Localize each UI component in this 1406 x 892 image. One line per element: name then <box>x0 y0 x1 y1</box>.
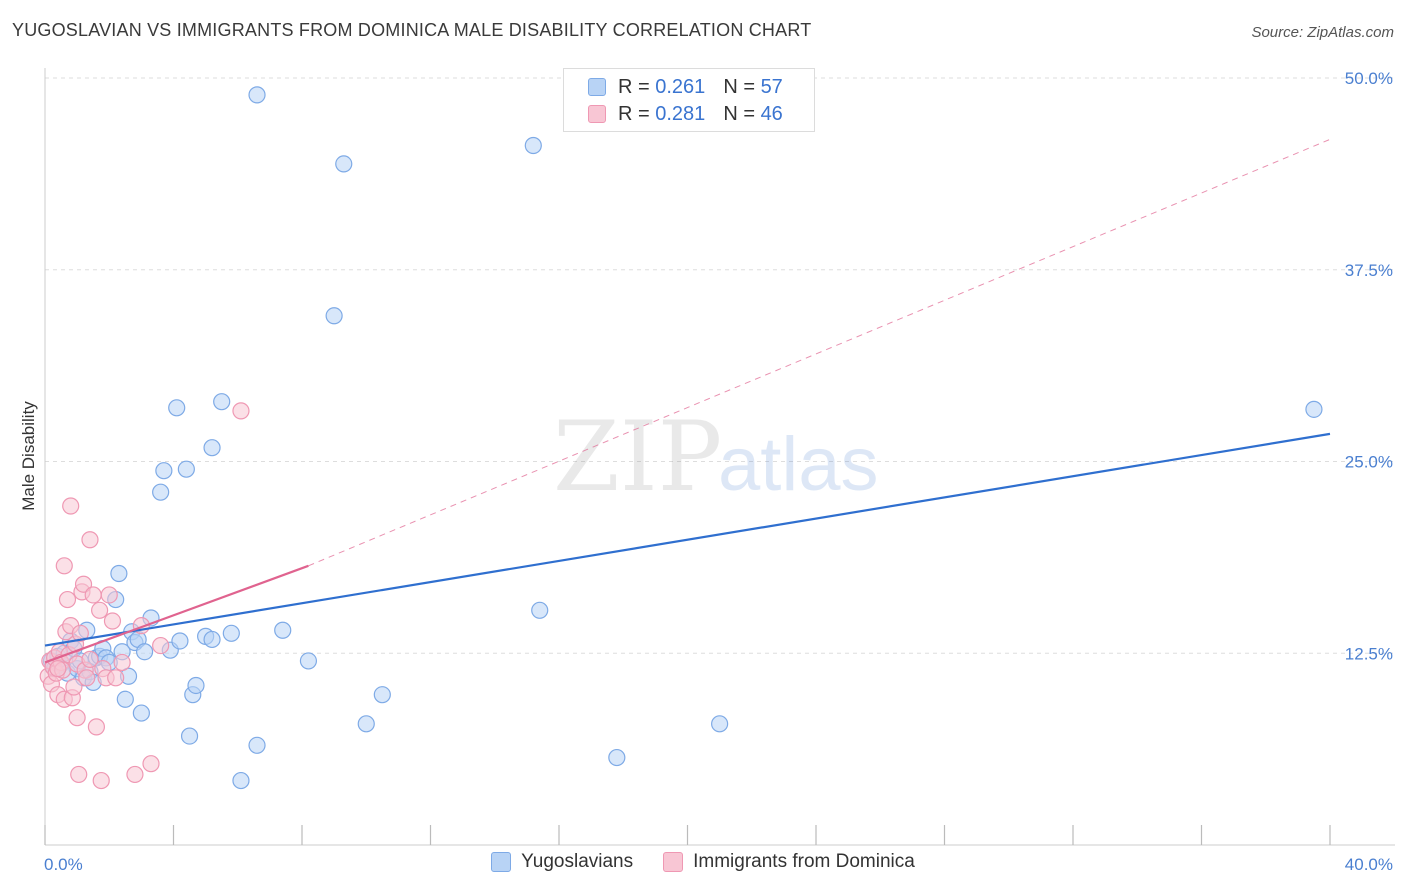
correlation-legend: R = 0.261 N = 57 R = 0.281 N = 46 <box>563 68 815 132</box>
data-point-yugoslavians <box>116 690 134 708</box>
data-point-dominica <box>71 624 89 642</box>
data-point-dominica <box>74 575 93 593</box>
legend-row-yugoslavians: R = 0.261 N = 57 <box>588 75 783 99</box>
data-point-dominica <box>87 718 106 736</box>
data-point-yugoslavians <box>325 307 343 325</box>
data-point-yugoslavians <box>608 748 626 767</box>
data-point-dominica <box>91 601 109 619</box>
data-point-yugoslavians <box>335 155 353 173</box>
watermark-atlas: atlas <box>718 422 879 507</box>
legend-r-value: 0.281 <box>655 102 706 125</box>
series-legend: Yugoslavians Immigrants from Dominica <box>0 851 1406 873</box>
data-point-dominica <box>113 653 131 672</box>
trendline-dominica <box>44 564 309 664</box>
data-point-dominica <box>68 709 86 727</box>
legend-swatch-dominica <box>588 105 606 123</box>
grid-lines <box>45 77 1395 654</box>
data-point-yugoslavians <box>203 439 221 457</box>
data-point-dominica <box>103 612 122 630</box>
data-point-yugoslavians <box>168 399 186 417</box>
legend-n-value: 57 <box>760 75 783 98</box>
legend-swatch-yugoslavians <box>491 852 512 872</box>
data-point-dominica <box>107 669 125 687</box>
data-point-yugoslavians <box>203 630 221 649</box>
data-point-yugoslavians <box>299 652 318 670</box>
legend-item-yugoslavians[interactable]: Yugoslavians <box>491 851 633 873</box>
data-point-yugoslavians <box>531 601 549 619</box>
data-point-dominica <box>232 402 250 420</box>
data-point-yugoslavians <box>152 483 170 501</box>
data-point-yugoslavians <box>180 727 199 745</box>
data-point-dominica <box>55 557 73 575</box>
y-axis-title: Male Disability <box>19 401 38 511</box>
data-point-dominica <box>58 590 77 609</box>
data-point-dominica <box>78 669 96 687</box>
data-point-yugoslavians <box>110 564 128 583</box>
data-point-dominica <box>81 531 99 549</box>
data-point-yugoslavians <box>232 771 250 790</box>
data-point-dominica <box>92 771 110 790</box>
legend-r-label: R = <box>618 75 650 98</box>
data-point-dominica <box>49 659 67 678</box>
trendlines <box>44 138 1331 664</box>
data-point-dominica <box>65 678 83 696</box>
data-point-yugoslavians <box>1305 400 1323 418</box>
y-tick-label: 25.0% <box>1345 453 1393 472</box>
x-tick-label: 40.0% <box>1345 855 1393 874</box>
data-point-yugoslavians <box>135 643 154 661</box>
data-point-yugoslavians <box>711 715 729 733</box>
legend-swatch-dominica <box>663 852 684 872</box>
data-point-dominica <box>81 650 99 668</box>
data-point-yugoslavians <box>171 632 189 650</box>
data-point-yugoslavians <box>248 736 266 754</box>
data-point-yugoslavians <box>524 136 542 155</box>
data-point-dominica <box>142 755 160 773</box>
trendline-dominica <box>308 138 1331 567</box>
legend-item-dominica[interactable]: Immigrants from Dominica <box>663 851 915 873</box>
data-point-yugoslavians <box>155 462 173 480</box>
x-tick-label: 0.0% <box>44 855 83 874</box>
legend-r-value: 0.261 <box>655 75 706 98</box>
watermark: ZIP atlas <box>553 401 879 513</box>
legend-n-label: N = <box>723 75 755 98</box>
source-label: Source: ZipAtlas.com <box>1251 24 1394 41</box>
data-point-yugoslavians <box>248 86 266 104</box>
data-point-dominica <box>100 586 118 604</box>
data-point-yugoslavians <box>213 393 231 411</box>
legend-r-label: R = <box>618 102 650 125</box>
legend-swatch-yugoslavians <box>588 78 606 96</box>
data-point-dominica <box>84 586 102 604</box>
y-tick-label: 12.5% <box>1345 644 1393 663</box>
data-point-yugoslavians <box>274 621 292 639</box>
axes <box>44 68 1395 846</box>
tick-labels: 12.5% 25.0% 37.5% 50.0% 0.0% 40.0% <box>44 69 1393 874</box>
y-tick-label: 50.0% <box>1345 69 1393 88</box>
data-point-yugoslavians <box>373 686 391 704</box>
legend-row-dominica: R = 0.281 N = 46 <box>588 102 783 126</box>
data-point-dominica <box>126 765 144 784</box>
legend-n-value: 46 <box>760 102 783 125</box>
y-tick-label: 37.5% <box>1345 261 1393 280</box>
series-dominica <box>39 402 250 790</box>
data-point-dominica <box>70 765 88 784</box>
legend-label: Yugoslavians <box>521 851 634 872</box>
data-point-yugoslavians <box>187 676 205 695</box>
data-point-yugoslavians <box>132 704 150 722</box>
legend-label: Immigrants from Dominica <box>693 851 915 872</box>
data-point-yugoslavians <box>357 715 375 733</box>
trendline-yugoslavians <box>44 432 1331 647</box>
data-point-dominica <box>152 636 170 655</box>
chart-title: YUGOSLAVIAN VS IMMIGRANTS FROM DOMINICA … <box>12 20 812 40</box>
data-point-yugoslavians <box>222 624 240 642</box>
legend-n-label: N = <box>723 102 755 125</box>
data-point-dominica <box>62 497 80 515</box>
watermark-zip: ZIP <box>553 401 722 513</box>
data-point-yugoslavians <box>177 460 195 478</box>
